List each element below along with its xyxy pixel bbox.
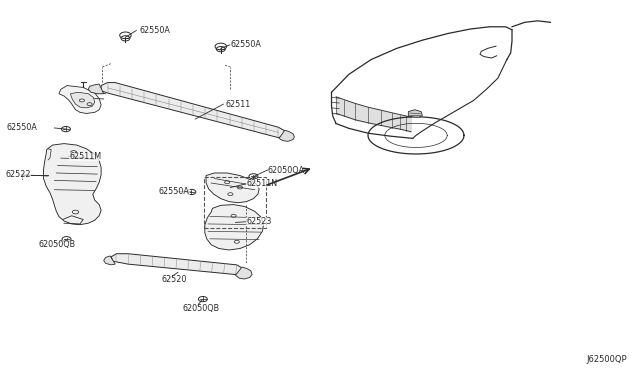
Bar: [204, 177, 266, 228]
Text: 62511: 62511: [225, 100, 250, 109]
Polygon shape: [44, 144, 101, 225]
Polygon shape: [70, 92, 95, 108]
Polygon shape: [59, 86, 101, 113]
Text: 62523: 62523: [246, 217, 272, 226]
Polygon shape: [205, 205, 264, 250]
Text: 62050QA: 62050QA: [268, 166, 305, 174]
Text: 62511M: 62511M: [69, 152, 101, 161]
Text: 62550A: 62550A: [159, 187, 189, 196]
Polygon shape: [101, 83, 285, 138]
Text: 62522: 62522: [5, 170, 31, 179]
Polygon shape: [206, 173, 259, 203]
Polygon shape: [408, 110, 422, 117]
Text: 62550A: 62550A: [6, 123, 37, 132]
Polygon shape: [104, 256, 115, 265]
Text: 62511N: 62511N: [246, 179, 278, 188]
Text: 62050QB: 62050QB: [182, 304, 220, 312]
Text: 62550A: 62550A: [230, 40, 261, 49]
Polygon shape: [236, 267, 252, 279]
Text: J62500QP: J62500QP: [587, 355, 627, 364]
Polygon shape: [88, 84, 104, 94]
Text: 62520: 62520: [161, 275, 187, 284]
Text: 62550A: 62550A: [140, 26, 170, 35]
Polygon shape: [111, 254, 242, 275]
Polygon shape: [279, 130, 294, 141]
Text: 62050QB: 62050QB: [38, 240, 76, 249]
